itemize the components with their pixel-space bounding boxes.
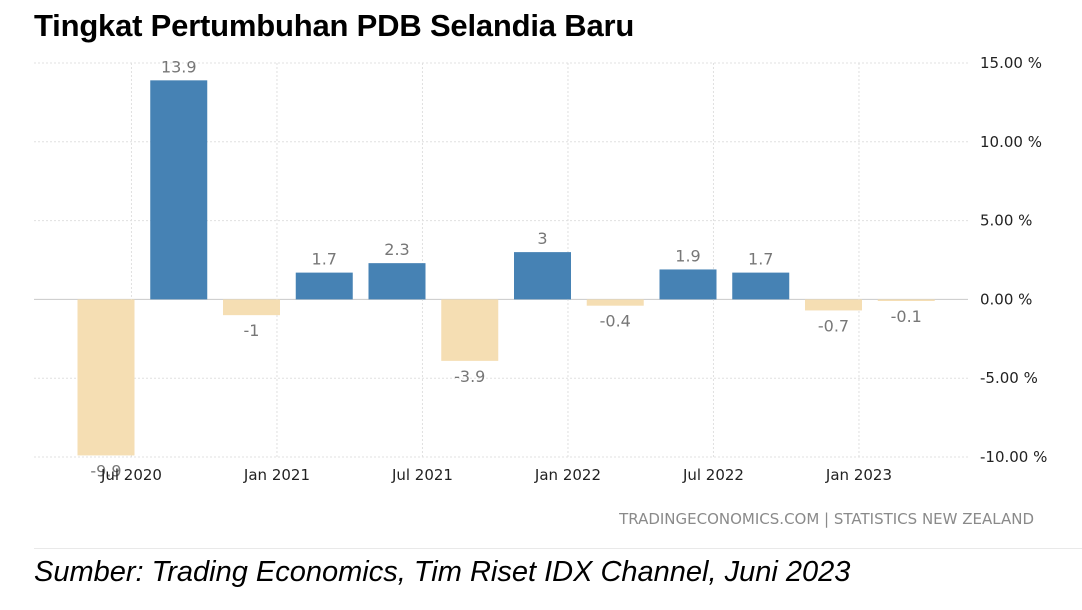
y-tick-label: 0.00 %: [980, 290, 1032, 308]
gdp-growth-bar-chart: -9.913.9-11.7 2.3-3.93-0.41.9 1.7-0.7 -0.1 …: [34, 54, 1047, 484]
data-label: -0.4: [600, 312, 631, 331]
bar-jun-2021: [368, 263, 426, 300]
bar-dec-2020: [223, 299, 280, 316]
data-label: 1.7: [748, 250, 773, 269]
data-label: -1: [244, 321, 260, 340]
caption-text: Sumber: Trading Economics, Tim Riset IDX…: [34, 556, 851, 588]
y-axis-ticks: 15.00 % 10.00 % 5.00 % 0.00 % -5.00 % -10.00 …: [980, 54, 1047, 466]
x-tick-label: Jul 2022: [682, 466, 744, 484]
bar-dec-2022: [805, 299, 862, 311]
data-label: -9.9: [90, 461, 121, 480]
bar-mar-2023: [877, 299, 935, 301]
data-labels: -9.9 13.9 -1 1.7 2.3 -3.9 3 -0.4 1.9 1.7 -0.7 -0.1: [90, 57, 921, 480]
y-tick-label: 10.00 %: [980, 133, 1042, 151]
data-label: 3: [537, 229, 547, 248]
source-credit: TRADINGECONOMICS.COM | STATISTICS NEW ZE…: [619, 510, 1034, 528]
x-tick-label: Jul 2021: [391, 466, 453, 484]
data-label: 2.3: [384, 240, 409, 259]
data-label: 1.7: [312, 250, 337, 269]
y-tick-label: 15.00 %: [980, 54, 1042, 72]
x-tick-label: Jul 2020: [100, 466, 162, 484]
x-tick-label: Jan 2021: [243, 466, 310, 484]
bar-sep-2021: [441, 299, 499, 361]
data-label: 13.9: [161, 57, 197, 76]
bar-mar-2021: [295, 272, 353, 300]
x-axis-ticks: Jul 2020 Jan 2021 Jul 2021 Jan 2022 Jul 2022…: [100, 466, 892, 484]
bar-mar-2022: [586, 299, 644, 306]
data-label: -3.9: [454, 367, 485, 386]
data-label: 1.9: [675, 246, 700, 265]
bar-jun-2020: [77, 299, 135, 456]
data-label: -0.7: [818, 316, 849, 335]
data-label: -0.1: [891, 307, 922, 326]
x-tick-label: Jan 2022: [534, 466, 601, 484]
y-tick-label: -10.00 %: [980, 448, 1047, 466]
y-tick-label: 5.00 %: [980, 212, 1032, 230]
y-tick-label: -5.00 %: [980, 369, 1038, 387]
bar-dec-2021: [514, 252, 571, 300]
bar-jun-2022: [659, 269, 717, 300]
bar-sep-2022: [732, 272, 790, 300]
x-tick-label: Jan 2023: [825, 466, 892, 484]
chart-title: Tingkat Pertumbuhan PDB Selandia Baru: [34, 8, 635, 43]
bar-series: [77, 80, 935, 456]
bar-sep-2020: [150, 80, 208, 300]
caption-divider: [34, 548, 1082, 549]
